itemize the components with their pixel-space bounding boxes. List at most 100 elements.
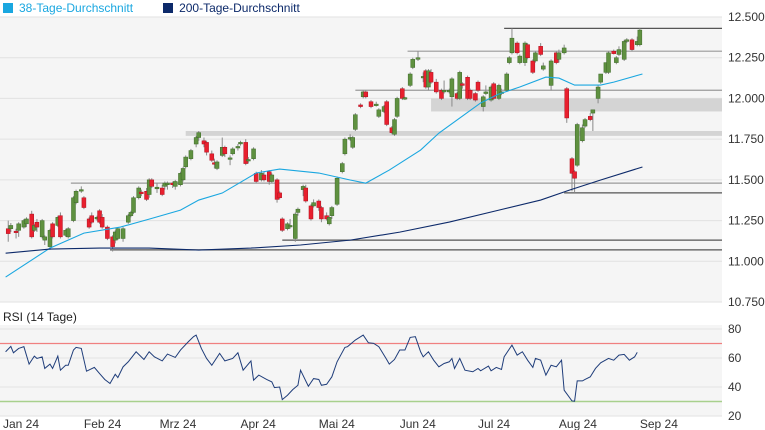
candle-body-down <box>97 210 102 223</box>
x-tick-label: Feb 24 <box>84 417 122 430</box>
candle-body-up <box>8 225 14 229</box>
candle <box>507 56 512 65</box>
candle <box>50 222 55 239</box>
candle <box>34 218 40 232</box>
candle-body-up <box>131 197 136 213</box>
candle-body-up <box>533 52 538 62</box>
candle-body-up <box>394 98 400 117</box>
candle-body-up <box>598 73 603 83</box>
candle-body-up <box>574 124 580 166</box>
x-tick-label: Jul 24 <box>478 417 510 430</box>
candle <box>465 75 470 101</box>
candle <box>538 43 543 57</box>
candle-body-up <box>79 189 84 192</box>
candle-body-up <box>517 55 523 63</box>
candle <box>311 199 316 208</box>
legend-item-200-day[interactable]: 200-Tage-Durchschnitt <box>163 1 300 15</box>
candle <box>295 207 301 216</box>
candle <box>588 113 593 122</box>
candle-body-up <box>334 177 340 205</box>
candle <box>58 212 63 239</box>
candle <box>79 186 84 193</box>
candle-body-up <box>402 97 408 100</box>
candle <box>621 39 627 61</box>
candle-body-down <box>384 101 389 125</box>
candle-body-up <box>39 220 45 238</box>
candle-body-up <box>311 202 316 207</box>
candle <box>105 225 110 241</box>
candle-body-down <box>363 91 369 98</box>
candle <box>308 204 314 221</box>
candle <box>340 161 345 174</box>
candle-body-up <box>483 91 489 94</box>
candle <box>66 227 71 239</box>
candle <box>572 170 577 193</box>
candle-body-down <box>34 221 40 228</box>
legend-item-38-day[interactable]: 38-Tage-Durchschnitt <box>3 1 133 15</box>
candle <box>149 178 155 188</box>
candle-body-down <box>280 218 285 231</box>
candle <box>614 56 619 65</box>
price-tick-label: 12.000 <box>728 91 765 105</box>
candle <box>144 188 149 202</box>
candle <box>243 139 248 166</box>
candle <box>97 209 102 224</box>
candle-body-up <box>616 49 622 55</box>
candle <box>582 117 588 128</box>
candle <box>29 210 34 239</box>
candle <box>556 49 562 63</box>
candle-body-up <box>246 159 251 162</box>
candle <box>530 59 536 74</box>
candle <box>548 59 554 91</box>
candle <box>392 117 397 136</box>
candle <box>373 101 379 107</box>
candle <box>86 217 92 229</box>
candle <box>428 69 434 84</box>
candle <box>8 223 14 232</box>
candle-body-up <box>509 37 515 54</box>
candle <box>400 87 405 101</box>
candle <box>590 109 596 131</box>
candle <box>128 210 134 218</box>
candle-body-up <box>32 225 37 231</box>
candle-body-up <box>342 138 348 155</box>
candle <box>246 157 251 164</box>
rsi-tick-label: 80 <box>728 322 742 336</box>
x-tick-label: Jun 24 <box>400 417 436 430</box>
price-plot-background <box>0 17 722 302</box>
price-tick-label: 10.750 <box>728 295 765 309</box>
candle <box>214 160 220 171</box>
candle-body-up <box>606 52 611 73</box>
candle <box>504 72 509 92</box>
candle-body-up <box>373 103 379 106</box>
candle-body-up <box>327 217 332 225</box>
candle <box>154 183 160 193</box>
candle <box>196 131 201 141</box>
candle <box>329 205 335 219</box>
candle-body-down <box>261 174 267 181</box>
candle-body-up <box>637 29 643 45</box>
candle-body-up <box>410 59 416 68</box>
candle-body-up <box>115 228 121 239</box>
candle <box>327 215 332 226</box>
candle-body-down <box>222 147 228 155</box>
candle <box>629 38 635 52</box>
candle <box>89 212 94 224</box>
candle <box>606 51 611 74</box>
price-tick-label: 12.500 <box>728 10 765 24</box>
x-tick-label: Aug 24 <box>559 417 597 430</box>
candle-body-down <box>243 142 248 164</box>
candle-body-down <box>629 39 635 50</box>
x-axis: Jan 24 Feb 24 Mrz 24 Apr 24 Mai 24 Jun 24 Jul … <box>3 417 678 430</box>
candle <box>126 214 131 224</box>
candle-body-up <box>47 230 53 247</box>
candle-body-down <box>400 88 405 99</box>
candle <box>350 135 355 149</box>
candle-body-down <box>50 223 55 238</box>
candle-body-down <box>253 173 259 182</box>
candle <box>71 196 76 223</box>
candle-body-down <box>588 116 593 120</box>
candle <box>376 108 382 118</box>
candle <box>13 228 19 239</box>
